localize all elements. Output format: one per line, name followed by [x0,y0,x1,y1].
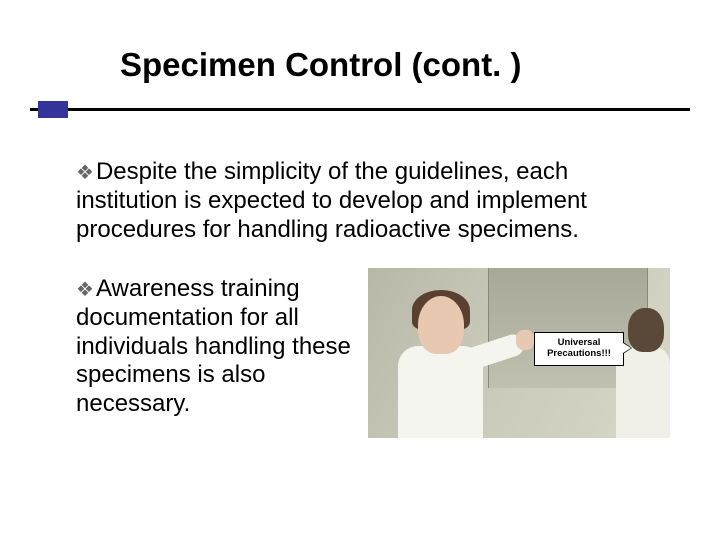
diamond-bullet-icon: ❖ [76,278,94,302]
pointing-hand [516,330,534,350]
slide-title: Specimen Control (cont. ) [120,46,522,84]
person-left [388,288,488,438]
bullet-item-1: ❖Despite the simplicity of the guideline… [76,158,662,244]
illustration-image: Universal Precautions!!! [368,268,670,438]
person-head [628,308,664,352]
person-right [610,298,670,438]
labcoat-body [616,346,670,438]
bullet-text-1: Despite the simplicity of the guidelines… [76,158,587,243]
title-accent-box [38,101,68,118]
speech-bubble: Universal Precautions!!! [534,332,624,366]
slide: Specimen Control (cont. ) ❖Despite the s… [0,0,720,540]
person-head [418,296,464,354]
bullet-item-2: ❖Awareness training documentation for al… [76,275,356,419]
diamond-bullet-icon: ❖ [76,161,94,185]
title-underline [30,108,690,111]
bullet-text-2: Awareness training documentation for all… [76,275,351,417]
